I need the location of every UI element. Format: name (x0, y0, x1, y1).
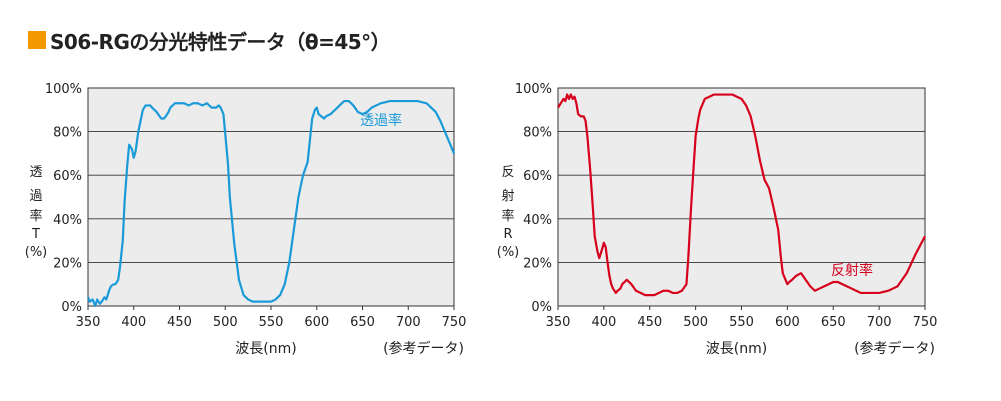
x-axis-label: 波長(nm) (235, 341, 296, 357)
y-tick-label: 20% (53, 256, 82, 271)
x-tick-label: 400 (121, 315, 146, 330)
y-tick-label: 40% (523, 213, 552, 228)
x-tick-label: 550 (259, 315, 284, 330)
x-tick-label: 650 (821, 315, 846, 330)
x-axis-label: 波長(nm) (706, 341, 767, 357)
series-line (86, 99, 456, 308)
y-axis-label-char: (%) (497, 245, 520, 260)
x-tick-label: 350 (76, 315, 101, 330)
page-title: S06-RGの分光特性データ（θ=45°） (50, 29, 391, 54)
y-axis-label-char: R (503, 227, 512, 242)
y-tick-label: 60% (523, 169, 552, 184)
y-axis-label-char: 射 (501, 188, 514, 204)
x-tick-label: 400 (591, 315, 616, 330)
plot-area (87, 87, 455, 307)
y-tick-label: 40% (53, 213, 82, 228)
x-tick-label: 750 (442, 315, 467, 330)
y-tick-label: 80% (523, 126, 552, 141)
y-tick-label: 100% (515, 82, 552, 97)
x-tick-label: 700 (867, 315, 892, 330)
y-axis-label-char: 過 (29, 189, 42, 204)
y-tick-label: 60% (53, 169, 82, 184)
x-tick-label: 750 (913, 315, 938, 330)
y-axis-label-char: 率 (29, 208, 42, 224)
y-tick-label: 0% (531, 300, 552, 315)
x-tick-label: 650 (350, 315, 375, 330)
y-axis-label-char: 反 (501, 165, 514, 180)
plot-area (557, 87, 926, 307)
x-tick-label: 500 (213, 315, 238, 330)
x-tick-label: 350 (546, 315, 571, 330)
y-tick-label: 80% (53, 126, 82, 141)
chart-title-block: S06-RGの分光特性データ（θ=45°） (28, 26, 391, 54)
x-tick-label: 450 (167, 315, 192, 330)
series-label: 反射率 (831, 262, 873, 279)
reflectance-chart: 0% 20% 40% 60% 80% 100% 350 400 450 500 550 600 650 7… (497, 82, 938, 357)
reference-note: (参考データ) (854, 340, 935, 357)
x-tick-label: 550 (729, 315, 754, 330)
title-square-icon (28, 31, 46, 49)
series-label: 透過率 (360, 112, 402, 129)
transmittance-chart: 0% 20% 40% 60% 80% 100% 350 400 450 500 550 600 650 7… (25, 82, 467, 357)
series-line (557, 93, 926, 297)
x-tick-label: 600 (304, 315, 329, 330)
x-tick-label: 500 (683, 315, 708, 330)
x-tick-label: 700 (396, 315, 421, 330)
y-tick-label: 100% (45, 82, 82, 97)
y-tick-label: 20% (523, 256, 552, 271)
y-axis-label-char: 透 (29, 165, 42, 180)
x-tick-label: 600 (775, 315, 800, 330)
reference-note: (参考データ) (383, 340, 464, 357)
y-axis-label-char: 率 (501, 208, 514, 224)
y-axis-label-char: T (31, 227, 40, 242)
x-tick-label: 450 (637, 315, 662, 330)
y-tick-label: 0% (61, 300, 82, 315)
y-axis-label-char: (%) (25, 245, 48, 260)
